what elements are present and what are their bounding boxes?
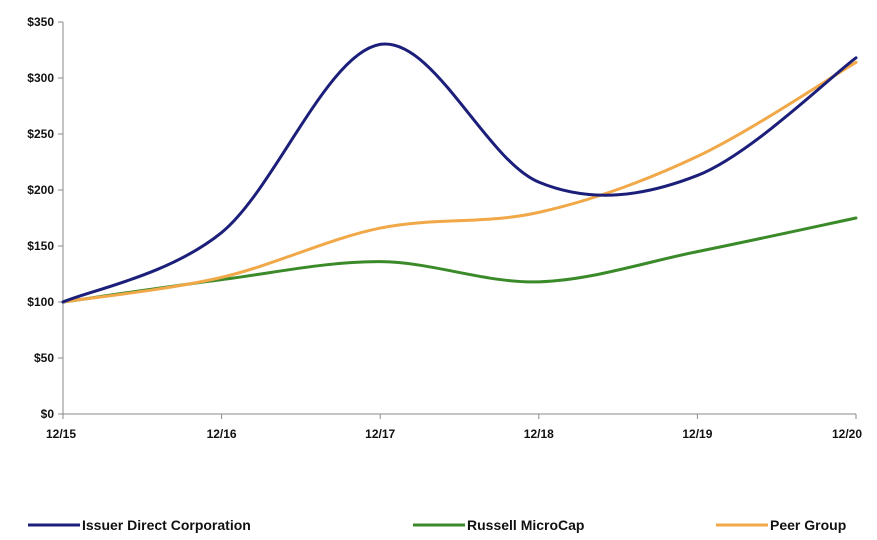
y-tick-label: $100 <box>27 295 54 309</box>
legend-label: Peer Group <box>770 517 846 533</box>
legend-item-issuer-direct-corporation: Issuer Direct Corporation <box>28 517 251 533</box>
y-tick-label: $200 <box>27 183 54 197</box>
legend-item-russell-microcap: Russell MicroCap <box>413 517 584 533</box>
x-tick-label: 12/15 <box>46 427 76 441</box>
x-axis-ticks: 12/15 12/16 12/17 12/18 12/19 12/20 <box>46 414 862 441</box>
x-tick-label: 12/19 <box>682 427 712 441</box>
series-line-peer-group <box>61 60 858 304</box>
y-tick-label: $0 <box>41 407 55 421</box>
y-axis-ticks: $0 $50 $100 $150 $200 $250 $300 $350 <box>27 15 63 421</box>
y-tick-label: $150 <box>27 239 54 253</box>
x-tick-label: 12/20 <box>832 427 862 441</box>
x-tick-label: 12/17 <box>365 427 395 441</box>
legend-label: Russell MicroCap <box>467 517 584 533</box>
axes <box>62 22 856 415</box>
legend-item-peer-group: Peer Group <box>716 517 846 533</box>
legend: Issuer Direct Corporation Russell MicroCa… <box>28 517 846 533</box>
series-lines <box>61 42 858 304</box>
series-line-issuer-direct-corporation <box>61 42 858 304</box>
y-tick-label: $350 <box>27 15 54 29</box>
x-tick-label: 12/18 <box>524 427 554 441</box>
series-line-russell-microcap <box>61 216 858 304</box>
legend-label: Issuer Direct Corporation <box>82 517 251 533</box>
y-tick-label: $50 <box>34 351 54 365</box>
y-tick-label: $300 <box>27 71 54 85</box>
y-tick-label: $250 <box>27 127 54 141</box>
x-tick-label: 12/16 <box>207 427 237 441</box>
